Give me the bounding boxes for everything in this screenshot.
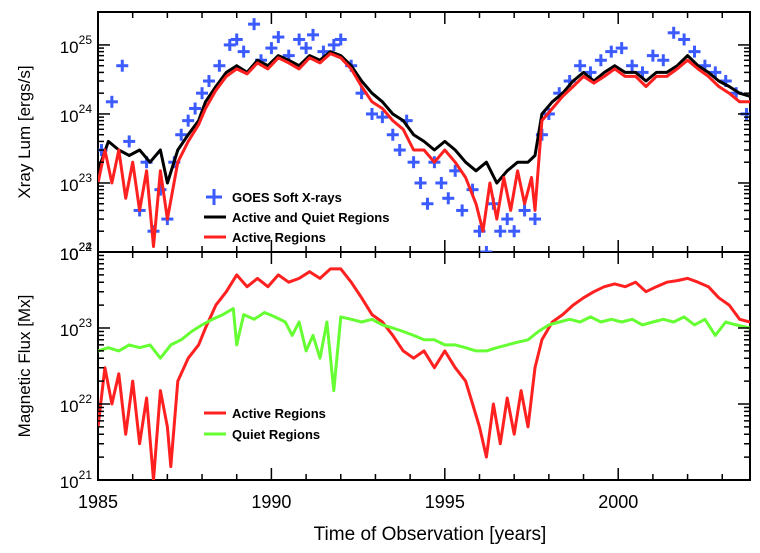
legend-goes-label: GOES Soft X-rays bbox=[232, 190, 342, 205]
goes-point bbox=[667, 26, 680, 39]
series-line-flux-active-regions bbox=[98, 267, 750, 480]
goes-point bbox=[435, 176, 448, 189]
goes-point bbox=[442, 192, 455, 205]
goes-point bbox=[407, 156, 420, 169]
goes-point bbox=[327, 38, 340, 51]
goes-point bbox=[293, 33, 306, 46]
goes-point bbox=[213, 59, 226, 72]
goes-point bbox=[414, 176, 427, 189]
series-goes-soft-x-rays bbox=[98, 0, 750, 252]
goes-point bbox=[202, 75, 215, 88]
goes-point bbox=[626, 59, 639, 72]
xray-legend: GOES Soft X-rays Active and Quiet Region… bbox=[204, 189, 389, 245]
goes-point bbox=[494, 225, 507, 238]
flux-plot-area bbox=[98, 267, 750, 480]
flux-legend: Active Regions Quiet Regions bbox=[204, 406, 326, 442]
y-tick-label-flux: 1022 bbox=[60, 392, 93, 416]
goes-point bbox=[196, 87, 209, 100]
goes-point bbox=[123, 135, 136, 148]
goes-point bbox=[574, 59, 587, 72]
y-tick-label-flux: 1024 bbox=[60, 240, 93, 264]
goes-point bbox=[265, 42, 278, 55]
x-tick-label: 2000 bbox=[598, 492, 638, 512]
x-axis-label: Time of Observation [years] bbox=[314, 524, 547, 545]
goes-point bbox=[508, 225, 521, 238]
goes-point bbox=[248, 18, 261, 31]
goes-point bbox=[393, 144, 406, 157]
goes-point bbox=[365, 107, 378, 120]
x-tick-label: 1995 bbox=[425, 492, 465, 512]
xray-y-axis-label: Xray Lum [ergs/s] bbox=[15, 65, 34, 198]
goes-point bbox=[605, 45, 618, 58]
goes-point bbox=[501, 213, 514, 226]
goes-point bbox=[105, 95, 118, 108]
legend-goes-marker bbox=[206, 189, 222, 205]
y-tick-label-xray: 1023 bbox=[60, 171, 93, 195]
goes-point bbox=[189, 102, 202, 115]
goes-point bbox=[615, 42, 628, 55]
goes-point bbox=[657, 54, 670, 67]
goes-point bbox=[594, 54, 607, 67]
goes-point bbox=[678, 33, 691, 46]
y-tick-label-flux: 1023 bbox=[60, 316, 93, 340]
goes-point bbox=[421, 197, 434, 210]
goes-point bbox=[321, 0, 333, 9]
goes-point bbox=[518, 204, 531, 217]
goes-point bbox=[688, 45, 701, 58]
legend-flux-active-label: Active Regions bbox=[232, 406, 326, 421]
y-tick-label-xray: 1022 bbox=[60, 240, 93, 264]
goes-point bbox=[386, 128, 399, 141]
goes-point bbox=[456, 204, 469, 217]
goes-point bbox=[300, 42, 313, 55]
x-tick-label: 1990 bbox=[251, 492, 291, 512]
series-line-xray-active-regions bbox=[98, 52, 750, 248]
axis-ticks: 1022 1023 1024 1025 1021 1022 1023 1024 1985 1990… bbox=[60, 12, 750, 512]
goes-point bbox=[307, 28, 320, 41]
series-line-flux-quiet-regions bbox=[98, 307, 750, 393]
goes-point bbox=[272, 31, 285, 44]
legend-flux-quiet-label: Quiet Regions bbox=[232, 427, 320, 442]
goes-point bbox=[237, 45, 250, 58]
xray-panel-frame bbox=[97, 11, 751, 253]
flux-panel-frame bbox=[97, 251, 751, 481]
xray-plot-area bbox=[98, 0, 750, 252]
goes-point bbox=[230, 33, 243, 46]
goes-point bbox=[376, 111, 389, 124]
goes-point bbox=[528, 213, 541, 226]
goes-point bbox=[223, 38, 236, 51]
series-line-xray-active-and-quiet-regions bbox=[98, 50, 750, 185]
goes-point bbox=[449, 164, 462, 177]
goes-point bbox=[175, 128, 188, 141]
goes-point bbox=[480, 246, 493, 252]
goes-point bbox=[116, 59, 129, 72]
y-tick-label-xray: 1025 bbox=[60, 33, 93, 57]
y-tick-label-flux: 1021 bbox=[60, 468, 93, 492]
goes-point bbox=[334, 33, 347, 46]
flux-y-axis-label: Magnetic Flux [Mx] bbox=[15, 295, 34, 438]
y-tick-label-xray: 1024 bbox=[60, 102, 93, 126]
goes-point bbox=[182, 114, 195, 127]
goes-point bbox=[646, 49, 659, 62]
x-tick-label: 1985 bbox=[78, 492, 118, 512]
legend-active-label: Active Regions bbox=[232, 230, 326, 245]
legend-active-quiet-label: Active and Quiet Regions bbox=[232, 210, 389, 225]
